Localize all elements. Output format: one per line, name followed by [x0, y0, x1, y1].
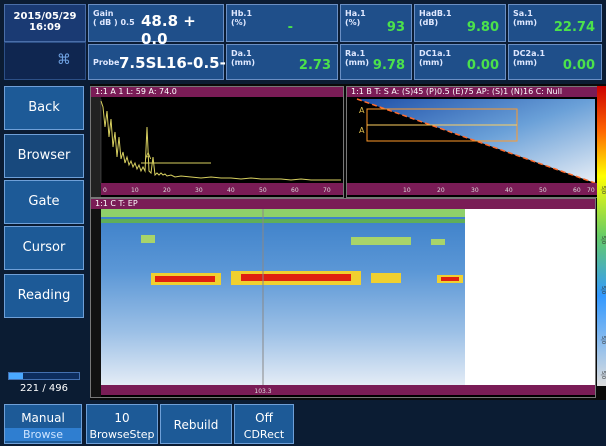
da-value: 2.73: [298, 58, 331, 73]
hb-unit: (%): [231, 18, 247, 27]
ascan-header: 1:1 A 1 L: 59 A: 74.0: [91, 87, 343, 97]
cscan-panel[interactable]: 1:1 C T: EP: [90, 198, 596, 398]
sscan-header: 1:1 B T: S A: (S)45 (P)0.5 (E)75 AP: (S)…: [347, 87, 597, 97]
progress-fill: [9, 373, 23, 379]
gain-unit: ( dB ) 0.5: [93, 18, 135, 27]
sa-value: 22.74: [553, 20, 595, 35]
dc1a-label: DC1a.1: [419, 49, 452, 58]
cscan-plot: 103.3: [91, 209, 595, 397]
ascan-waveform: [100, 100, 341, 181]
ascan-axis-label-6: 60: [291, 187, 299, 194]
ha-unit: (%): [345, 18, 361, 27]
browse-step-button[interactable]: 10 BrowseStep: [86, 404, 158, 444]
ha-value: 93: [386, 20, 405, 35]
browse-progress-bar[interactable]: [8, 372, 80, 380]
ha-label: Ha.1: [345, 9, 366, 18]
browser-button[interactable]: Browser: [4, 134, 84, 178]
sa-field[interactable]: Sa.1 (mm) 22.74: [508, 4, 602, 42]
ra-value: 9.78: [372, 58, 405, 73]
da-field[interactable]: Da.1 (mm) 2.73: [226, 44, 338, 80]
ra-label: Ra.1: [345, 49, 366, 58]
gain-label: Gain: [93, 9, 114, 18]
scale-label-2: 5|0: [600, 236, 606, 245]
cscan-header: 1:1 C T: EP: [91, 199, 595, 209]
hadb-unit: (dB): [419, 18, 439, 27]
ascan-axis-label-0: 0: [103, 187, 107, 194]
sscan-edge-line: [356, 98, 596, 184]
sscan-axis-label-6: 60: [573, 187, 581, 194]
hadb-field[interactable]: HadB.1 (dB) 9.80: [414, 4, 506, 42]
rebuild-button[interactable]: Rebuild: [160, 404, 232, 444]
ascan-axis-label-7: 70: [323, 187, 331, 194]
sscan-panel[interactable]: 1:1 B T: S A: (S)45 (P)0.5 (E)75 AP: (S)…: [346, 86, 598, 198]
date-text: 2015/05/29: [13, 11, 77, 22]
ra-unit: (mm): [345, 58, 369, 67]
mode-label: Browse: [5, 428, 81, 441]
time-text: 16:09: [29, 22, 61, 33]
hb-label: Hb.1: [231, 9, 253, 18]
mode-toggle[interactable]: Manual Browse: [4, 404, 82, 444]
dc2a-label: DC2a.1: [513, 49, 546, 58]
date-time: 2015/05/29 16:09: [4, 4, 86, 42]
reading-button[interactable]: Reading: [4, 274, 84, 318]
cursor-button[interactable]: Cursor: [4, 226, 84, 270]
dc1a-field[interactable]: DC1a.1 (mm) 0.00: [414, 44, 506, 80]
hadb-value: 9.80: [466, 20, 499, 35]
dc1a-value: 0.00: [466, 58, 499, 73]
browse-step-label: BrowseStep: [89, 428, 155, 441]
da-unit: (mm): [231, 58, 255, 67]
ascan-panel[interactable]: 1:1 A 1 L: 59 A: 74.0 A 0 10 20 30 40 50…: [90, 86, 344, 198]
sa-unit: (mm): [513, 18, 537, 27]
probe-label: Probe: [93, 58, 120, 67]
hadb-label: HadB.1: [419, 9, 452, 18]
scale-label-3: 5|0: [600, 286, 606, 295]
dc2a-value: 0.00: [562, 58, 595, 73]
gate-button[interactable]: Gate: [4, 180, 84, 224]
sscan-axis-label-7: 70: [587, 187, 595, 194]
dc1a-unit: (mm): [419, 58, 443, 67]
dc2a-field[interactable]: DC2a.1 (mm) 0.00: [508, 44, 602, 80]
gain-value: 48.8 + 0.0: [141, 12, 196, 48]
ascan-axis-label-3: 30: [195, 187, 203, 194]
sscan-axis-label-1: 10: [403, 187, 411, 194]
gain-field[interactable]: Gain( dB ) 0.5 48.8 + 0.0: [88, 4, 224, 48]
ra-field[interactable]: Ra.1 (mm) 9.78: [340, 44, 412, 80]
cdrect-value: Off: [255, 411, 273, 425]
probe-icon: ⌘: [4, 42, 86, 80]
back-button[interactable]: Back: [4, 86, 84, 130]
frame-counter: 221 / 496: [20, 383, 68, 394]
ascan-axis-label-4: 40: [227, 187, 235, 194]
browse-step-value: 10: [114, 411, 130, 425]
ascan-axis-label-1: 10: [131, 187, 139, 194]
ascan-axis-label-5: 50: [259, 187, 267, 194]
cdrect-label: CDRect: [243, 428, 285, 441]
hb-field[interactable]: Hb.1 (%) -: [226, 4, 338, 42]
ascan-gate-label: A: [145, 152, 152, 162]
sscan-axis-label-2: 20: [437, 187, 445, 194]
scale-label-5: 5|0: [600, 371, 606, 380]
sscan-axis-label-5: 50: [539, 187, 547, 194]
ascan-axis-label-2: 20: [163, 187, 171, 194]
da-label: Da.1: [231, 49, 252, 58]
sscan-plot: A A 10 20 30 40 50 60 70: [347, 97, 597, 195]
sa-label: Sa.1: [513, 9, 533, 18]
sscan-axis-label-3: 30: [471, 187, 479, 194]
probe-field[interactable]: Probe 7.5SL16-0.5-10-R: [88, 44, 264, 80]
sscan-axis-label-4: 40: [505, 187, 513, 194]
dc2a-unit: (mm): [513, 58, 537, 67]
cdrect-button[interactable]: Off CDRect: [234, 404, 294, 444]
ascan-plot: A 0 10 20 30 40 50 60 70: [91, 97, 343, 197]
sscan-gate-label-2: A: [359, 126, 365, 135]
cscan-image: [101, 209, 465, 385]
scale-label-4: 5|0: [600, 336, 606, 345]
sscan-gate-label-1: A: [359, 106, 365, 115]
mode-value: Manual: [21, 411, 65, 425]
scale-label-1: 5|0: [600, 186, 606, 195]
hb-value: -: [287, 20, 293, 35]
ha-field[interactable]: Ha.1 (%) 93: [340, 4, 412, 42]
amplitude-color-scale: 5|0 5|0 5|0 5|0 5|0: [597, 86, 606, 386]
cscan-cursor-value: 103.3: [254, 388, 271, 395]
